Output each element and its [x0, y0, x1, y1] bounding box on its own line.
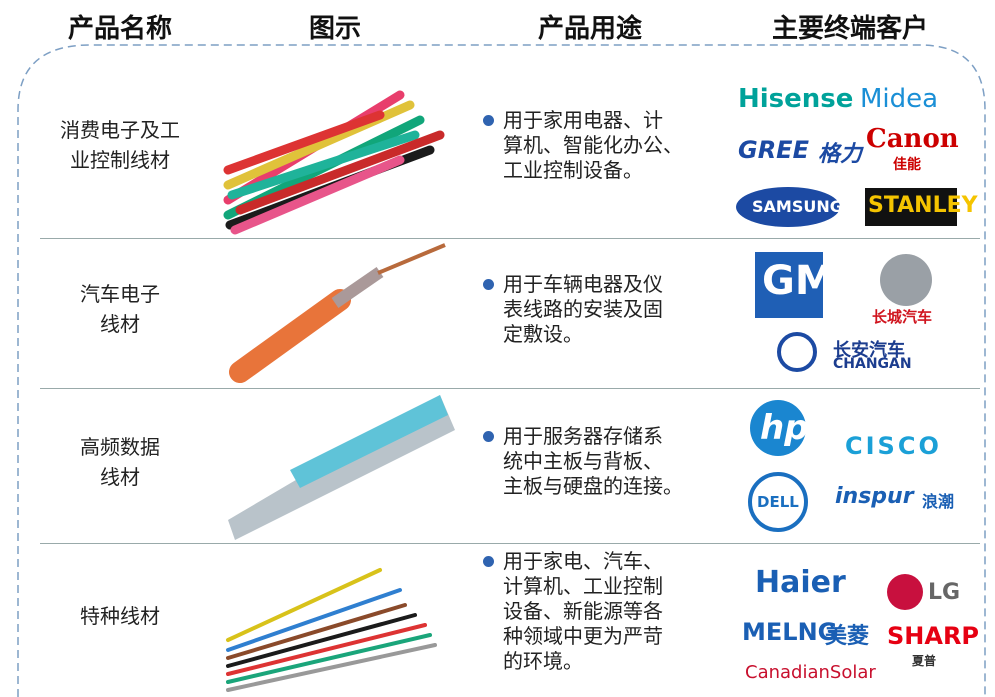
- logo: hp: [760, 408, 809, 448]
- header-cell: 产品用途: [537, 14, 643, 44]
- logo: Haier: [755, 565, 846, 600]
- text-line: 用于家电、汽车、: [483, 549, 663, 574]
- logo: 长城汽车: [872, 308, 933, 326]
- product-name: 特种线材: [20, 601, 220, 631]
- text-line: 用于家用电器、计: [483, 108, 683, 133]
- text-line: 高频数据: [80, 434, 160, 459]
- row-divider: [40, 543, 980, 544]
- text-line: 业控制线材: [70, 148, 170, 172]
- logo: DELL: [757, 493, 799, 511]
- header-cell: 产品名称: [67, 14, 173, 44]
- product-name: 消费电子及工 业控制线材: [20, 115, 220, 175]
- text-line: 的环境。: [503, 649, 583, 673]
- text-line: 线材: [100, 464, 140, 489]
- product-usage: 用于车辆电器及仪 表线路的安装及固 定敷设。: [483, 272, 663, 347]
- header-cell: 图示: [308, 14, 362, 44]
- logo: 浪潮: [922, 492, 955, 511]
- logo: STANLEY: [868, 193, 978, 218]
- product-name: 高频数据 线材: [20, 432, 220, 492]
- logo: 长安汽车: [833, 340, 905, 361]
- logo: Hisense: [738, 84, 854, 114]
- row-divider: [40, 388, 980, 389]
- logo: LG: [928, 580, 961, 605]
- logo: SAMSUNG: [752, 197, 843, 216]
- text-line: 计算机、工业控制: [503, 574, 663, 598]
- text-line: 种领域中更为严苛: [503, 624, 663, 648]
- text-line: 用于服务器存储系: [483, 424, 683, 449]
- text-line: 表线路的安装及固: [503, 296, 663, 321]
- product-usage: 用于家电、汽车、 计算机、工业控制 设备、新能源等各 种领域中更为严苛 的环境。: [483, 549, 663, 674]
- logo: Canon: [866, 124, 959, 154]
- text-line: 消费电子及工: [60, 118, 180, 142]
- text-line: 线材: [100, 312, 140, 336]
- text-line: 统中主板与背板、: [503, 449, 663, 473]
- logo: 格力: [818, 142, 863, 167]
- logo: Midea: [860, 84, 939, 114]
- row-divider: [40, 238, 980, 239]
- text-line: 特种线材: [80, 604, 160, 628]
- logo: 佳能: [893, 157, 921, 173]
- logo: 美菱: [825, 624, 870, 649]
- logo: inspur: [835, 484, 914, 509]
- product-name: 汽车电子 线材: [20, 279, 220, 339]
- logo: SHARP: [887, 622, 980, 650]
- text-line: 工业控制设备。: [503, 157, 643, 182]
- text-line: 算机、智能化办公、: [503, 132, 683, 157]
- logo: CanadianSolar: [745, 662, 876, 683]
- logo: CISCO: [845, 432, 942, 460]
- product-usage: 用于家用电器、计 算机、智能化办公、 工业控制设备。: [483, 108, 683, 183]
- logo: GREE: [738, 136, 809, 164]
- text-line: 设备、新能源等各: [503, 599, 663, 623]
- text-line: 定敷设。: [503, 321, 583, 346]
- header-cell: 主要终端客户: [771, 14, 929, 44]
- logo: CHANGAN: [833, 356, 912, 372]
- logo: 夏普: [912, 654, 937, 668]
- logo: GM: [762, 258, 835, 304]
- text-line: 用于车辆电器及仪: [483, 272, 663, 297]
- text-line: 汽车电子: [80, 282, 160, 306]
- logo: MELNG: [742, 618, 838, 646]
- text-line: 主板与硬盘的连接。: [503, 474, 683, 498]
- product-usage: 用于服务器存储系 统中主板与背板、 主板与硬盘的连接。: [483, 424, 683, 499]
